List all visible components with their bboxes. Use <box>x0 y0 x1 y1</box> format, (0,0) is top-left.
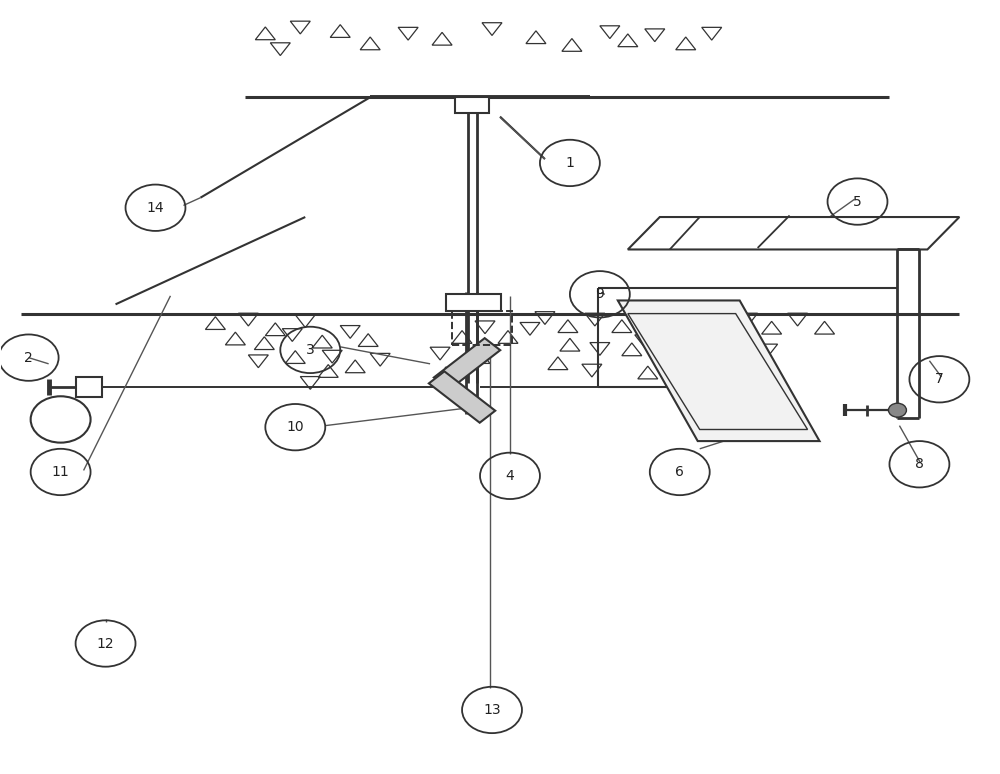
Text: 9: 9 <box>595 287 604 301</box>
Circle shape <box>888 403 906 417</box>
Bar <box>76 377 102 397</box>
Text: 14: 14 <box>147 200 164 214</box>
Text: 5: 5 <box>853 194 862 208</box>
Text: 6: 6 <box>675 465 684 479</box>
Text: 8: 8 <box>915 457 924 471</box>
Text: 3: 3 <box>306 343 315 357</box>
Polygon shape <box>429 372 495 423</box>
Text: 11: 11 <box>52 465 69 479</box>
Text: 12: 12 <box>97 636 114 650</box>
Bar <box>455 98 489 113</box>
Polygon shape <box>618 300 820 441</box>
Bar <box>452 310 512 344</box>
Text: 1: 1 <box>565 156 574 170</box>
Text: 2: 2 <box>24 351 33 365</box>
Text: 4: 4 <box>506 469 514 483</box>
Text: 10: 10 <box>286 420 304 434</box>
Text: 13: 13 <box>483 703 501 717</box>
Bar <box>446 293 501 310</box>
Text: 7: 7 <box>935 372 944 386</box>
Polygon shape <box>434 338 500 389</box>
